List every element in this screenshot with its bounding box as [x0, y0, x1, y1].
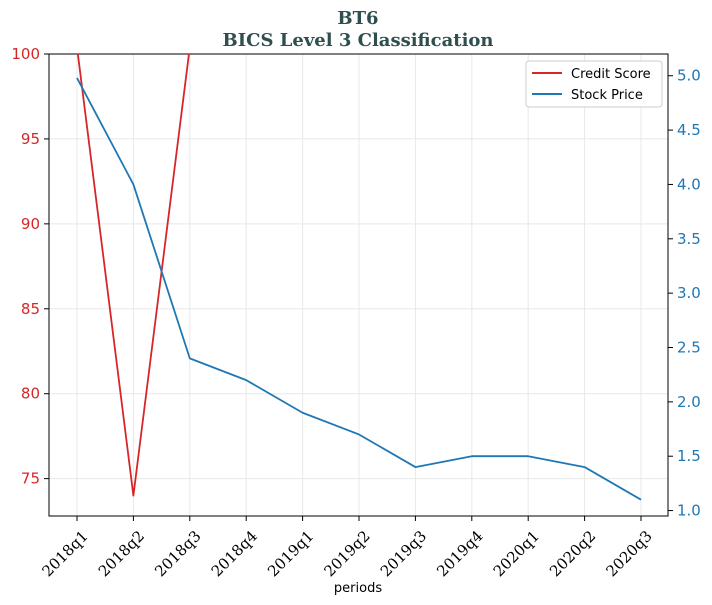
- x-tick-label: 2019q2: [320, 527, 373, 580]
- right-tick-label: 3.0: [677, 284, 701, 302]
- x-tick-label: 2020q3: [602, 527, 655, 580]
- right-tick-label: 2.0: [677, 393, 701, 411]
- left-tick-label: 100: [11, 45, 40, 63]
- x-tick-label: 2020q1: [490, 527, 543, 580]
- right-tick-label: 5.0: [677, 67, 701, 85]
- right-tick-label: 3.5: [677, 230, 701, 248]
- x-axis-label: periods: [334, 581, 382, 596]
- x-tick-label: 2018q1: [38, 527, 91, 580]
- x-tick-label: 2019q4: [433, 527, 486, 580]
- legend-label-stock-price: Stock Price: [571, 88, 643, 103]
- series-line-credit-score: [76, 54, 190, 497]
- right-tick-label: 1.5: [677, 447, 701, 465]
- x-tick-label: 2018q3: [151, 527, 204, 580]
- left-tick-label: 80: [21, 385, 40, 403]
- right-axis: 1.0 1.5 2.0 2.5 3.0 3.5 4.0 4.5 5.0: [668, 67, 701, 520]
- chart-title: BT6: [337, 8, 378, 29]
- x-tick-label: 2019q1: [264, 527, 317, 580]
- left-tick-label: 90: [21, 215, 40, 233]
- left-tick-label: 95: [21, 130, 40, 148]
- chart-subtitle: BICS Level 3 Classification: [222, 30, 493, 51]
- legend: Credit Score Stock Price: [525, 60, 663, 108]
- x-tick-label: 2018q2: [95, 527, 148, 580]
- right-tick-label: 2.5: [677, 339, 701, 357]
- left-tick-label: 85: [21, 300, 40, 318]
- x-tick-label: 2019q3: [377, 527, 430, 580]
- series-line-stock-price: [76, 77, 642, 501]
- grid: [49, 53, 668, 516]
- x-tick-label: 2020q2: [546, 527, 599, 580]
- right-tick-label: 1.0: [677, 502, 701, 520]
- x-axis: 2018q1 2018q2 2018q3 2018q4 2019q1 2019q2 2019…: [38, 516, 656, 580]
- legend-label-credit-score: Credit Score: [571, 67, 651, 82]
- right-tick-label: 4.0: [677, 175, 701, 193]
- left-axis: 75 80 85 90 95 100: [11, 45, 49, 488]
- series-lines: [76, 54, 642, 501]
- right-tick-label: 4.5: [677, 121, 701, 139]
- left-tick-label: 75: [21, 470, 40, 488]
- x-tick-label: 2018q4: [208, 527, 261, 580]
